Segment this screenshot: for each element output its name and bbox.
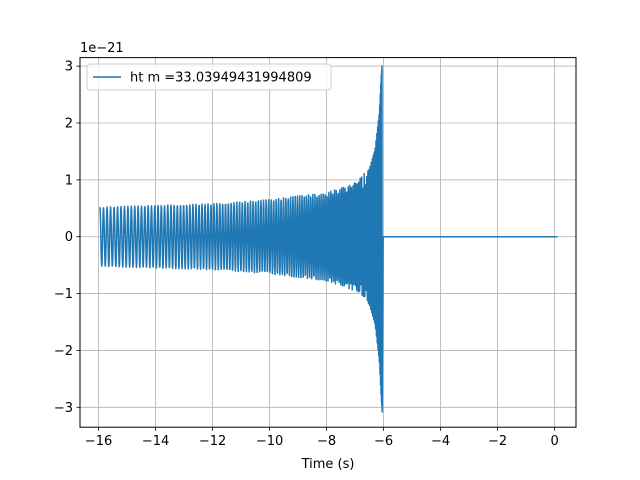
grid [80, 57, 576, 428]
y-tick-label: −1 [54, 287, 73, 302]
legend-entry: ht m =33.03949431994809 [130, 71, 312, 86]
y-tick-label: −2 [54, 344, 73, 359]
x-tick-label: −4 [431, 434, 450, 449]
series-layer [99, 65, 558, 413]
y-tick-label: −3 [54, 401, 73, 416]
legend: ht m =33.03949431994809 [86, 63, 332, 91]
legend-box [86, 63, 332, 91]
x-tick-label: −12 [199, 434, 226, 449]
x-tick-label: −16 [85, 434, 112, 449]
x-tick-label: −10 [256, 434, 283, 449]
x-tick-label: −2 [488, 434, 507, 449]
y-tick-label: 1 [65, 173, 73, 188]
y-tick-label: 0 [65, 230, 73, 245]
y-offset-label: 1e−21 [80, 41, 124, 56]
series-line-ht [99, 65, 558, 413]
x-tick-label: −14 [142, 434, 169, 449]
x-tick-label: −6 [374, 434, 393, 449]
y-axis: −3 −2 −1 0 1 2 3 [54, 60, 80, 416]
axes-frame [79, 57, 577, 428]
y-tick-label: 2 [65, 116, 73, 131]
y-tick-label: 3 [65, 60, 73, 75]
x-axis-label: Time (s) [301, 457, 355, 472]
x-axis: −16 −14 −12 −10 −8 −6 −4 −2 0 [85, 427, 559, 449]
x-tick-label: −8 [317, 434, 336, 449]
x-tick-label: 0 [550, 434, 558, 449]
